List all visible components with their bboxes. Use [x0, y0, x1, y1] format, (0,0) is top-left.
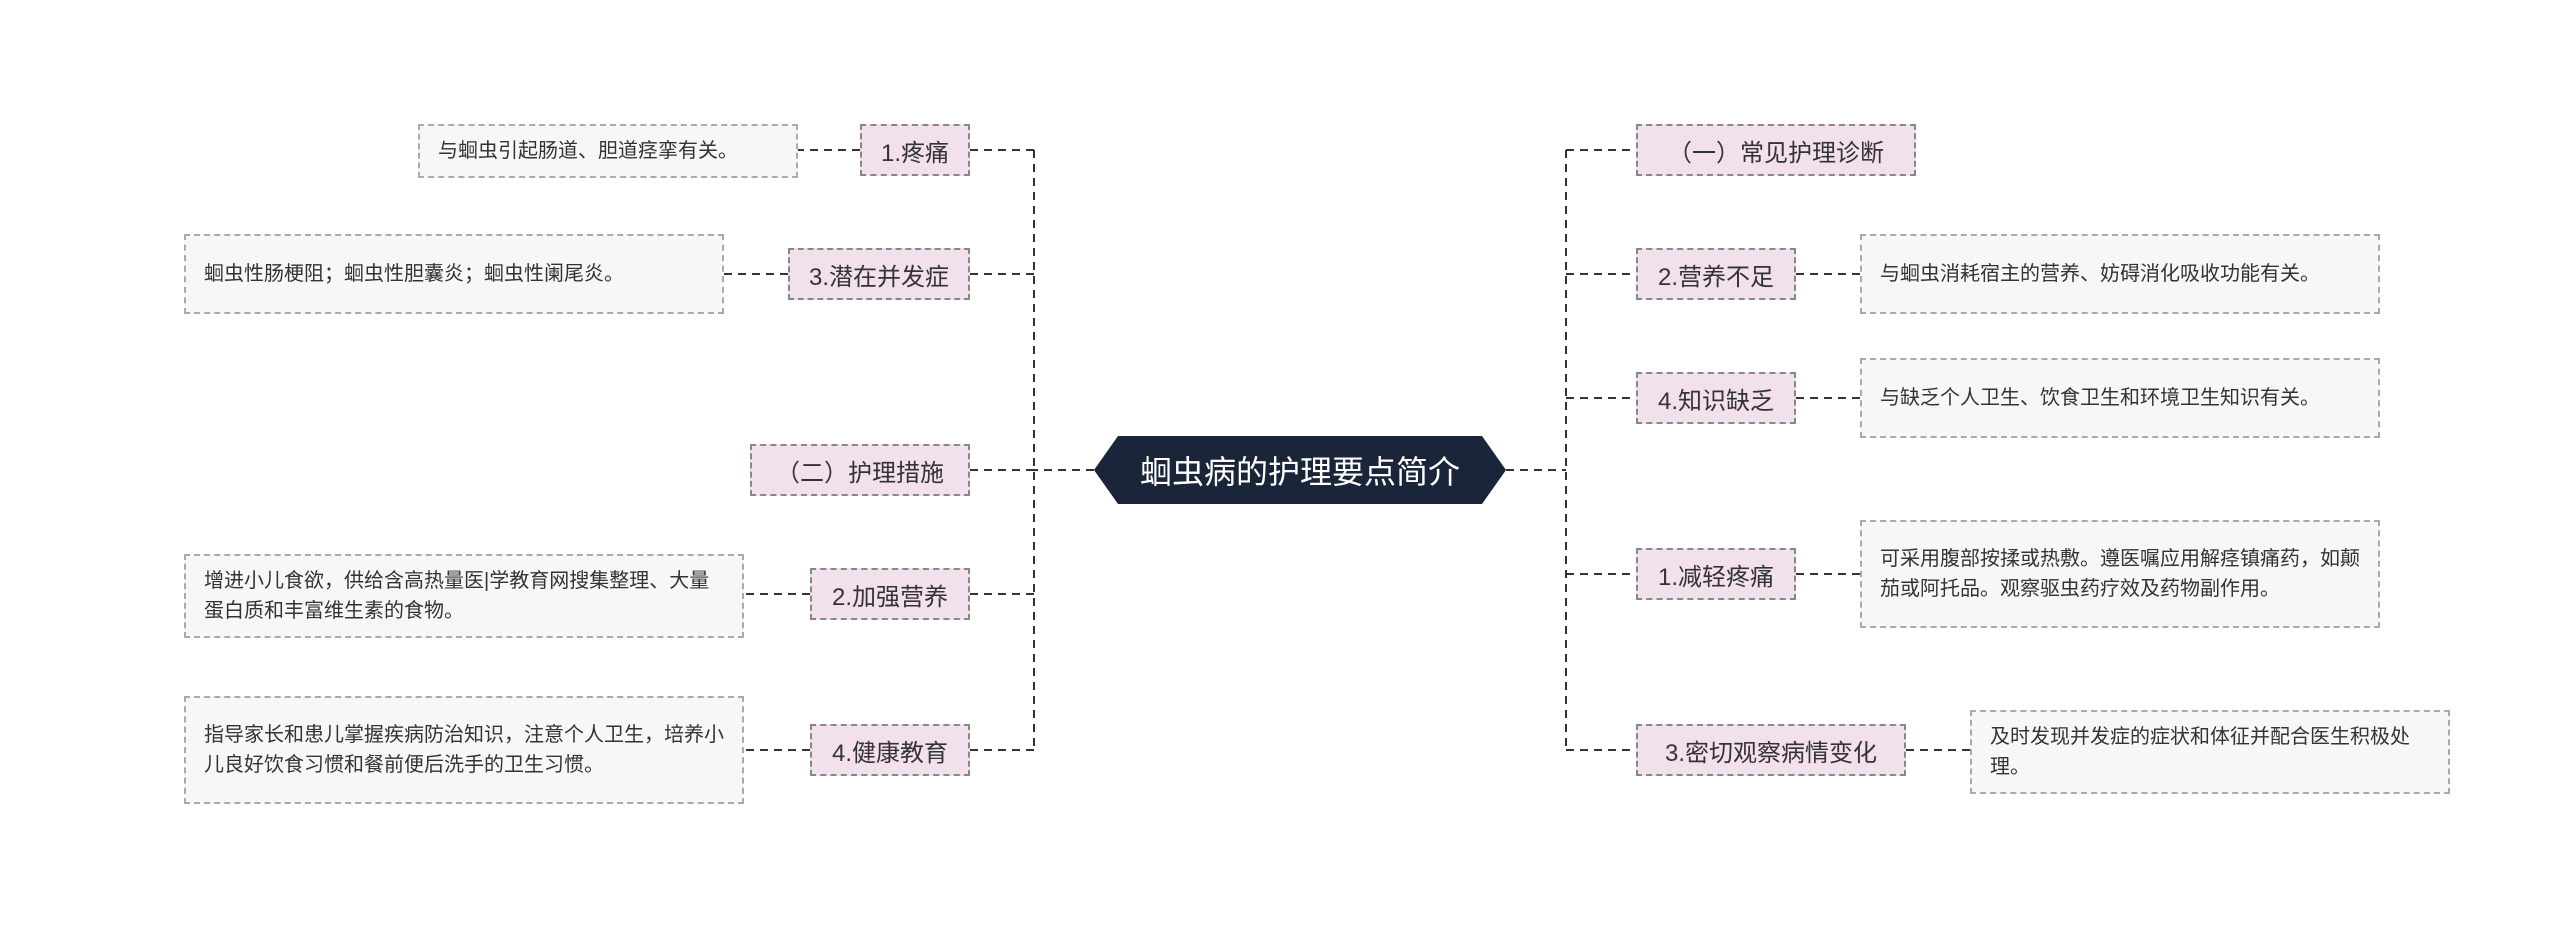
left-leaf-0: 与蛔虫引起肠道、胆道痉挛有关。: [418, 124, 798, 178]
left-branch-3: 2.加强营养: [810, 568, 970, 620]
left-branch-2: （二）护理措施: [750, 444, 970, 496]
right-branch-4: 3.密切观察病情变化: [1636, 724, 1906, 776]
left-leaf-4: 指导家长和患儿掌握疾病防治知识，注意个人卫生，培养小儿良好饮食习惯和餐前便后洗手…: [184, 696, 744, 804]
left-branch-4: 4.健康教育: [810, 724, 970, 776]
right-branch-2: 4.知识缺乏: [1636, 372, 1796, 424]
right-branch-3: 1.减轻疼痛: [1636, 548, 1796, 600]
right-leaf-4: 及时发现并发症的症状和体征并配合医生积极处理。: [1970, 710, 2450, 794]
right-leaf-1: 与蛔虫消耗宿主的营养、妨碍消化吸收功能有关。: [1860, 234, 2380, 314]
left-leaf-1: 蛔虫性肠梗阻；蛔虫性胆囊炎；蛔虫性阑尾炎。: [184, 234, 724, 314]
right-leaf-3: 可采用腹部按揉或热敷。遵医嘱应用解痉镇痛药，如颠茄或阿托品。观察驱虫药疗效及药物…: [1860, 520, 2380, 628]
left-leaf-3: 增进小儿食欲，供给含高热量医|学教育网搜集整理、大量蛋白质和丰富维生素的食物。: [184, 554, 744, 638]
center-node: 蛔虫病的护理要点简介: [1094, 436, 1506, 504]
right-branch-1: 2.营养不足: [1636, 248, 1796, 300]
right-leaf-2: 与缺乏个人卫生、饮食卫生和环境卫生知识有关。: [1860, 358, 2380, 438]
left-branch-1: 3.潜在并发症: [788, 248, 970, 300]
left-branch-0: 1.疼痛: [860, 124, 970, 176]
right-branch-0: （一）常见护理诊断: [1636, 124, 1916, 176]
